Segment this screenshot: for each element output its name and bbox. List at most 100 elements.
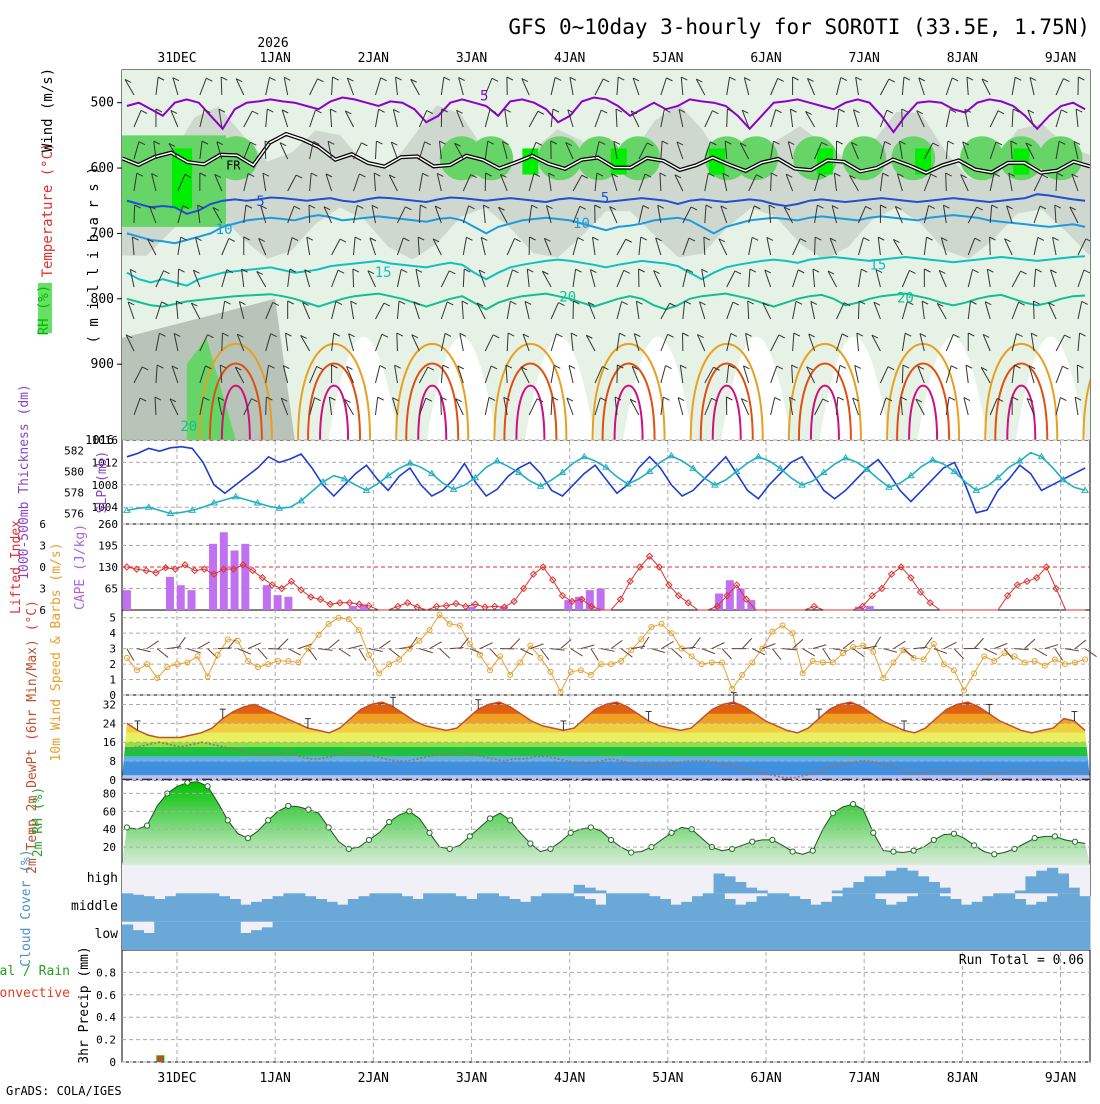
cloud-cell: [724, 922, 735, 950]
cloud-cell: [789, 922, 800, 950]
cloud-cell: [681, 922, 692, 950]
cloud-cell: [1025, 905, 1036, 922]
cloud-cell: [1068, 922, 1079, 950]
cloud-cell: [843, 922, 854, 950]
rh2m-marker: [568, 830, 573, 835]
rh2m-marker: [387, 819, 392, 824]
cloud-cell: [584, 922, 595, 950]
wind-tick-label: 2: [109, 658, 116, 671]
cape-bar: [263, 585, 271, 610]
run-total: Run Total = 0.06: [959, 953, 1084, 968]
y-label-part: Wind (m/s): [40, 68, 56, 152]
cloud-cell: [144, 933, 155, 950]
cloud-cell: [800, 922, 811, 950]
cloud-cell: [1079, 922, 1090, 950]
cape-bar: [349, 606, 357, 610]
wind-barb: [221, 77, 222, 95]
cloud-cell: [993, 922, 1004, 950]
cape-bar: [467, 607, 475, 610]
temp-tick-label: 32: [103, 698, 116, 711]
cloud-cell: [316, 899, 327, 922]
cloud-cell: [230, 899, 241, 922]
cloud-cell: [165, 922, 176, 950]
cloud-cell: [929, 893, 940, 921]
cloud-cell: [154, 899, 165, 922]
cloud-cell: [509, 922, 520, 950]
wind-barb: [1075, 640, 1086, 649]
precip-tick-label: 0: [109, 1056, 116, 1069]
wind-barb: [266, 397, 267, 415]
wind-barb: [934, 649, 947, 654]
cloud-cell: [380, 893, 391, 921]
cloud-cell: [445, 922, 456, 950]
cloud-cell: [821, 922, 832, 950]
cape-bar: [166, 577, 174, 610]
rh-tick-label: 40: [103, 823, 116, 836]
cloud-cell: [1058, 893, 1069, 921]
rh2m-marker: [366, 837, 371, 842]
wind-barb: [944, 642, 956, 648]
cloud-cell: [434, 922, 445, 950]
li-tick-label: 3: [39, 583, 46, 596]
cloud-cell: [1068, 888, 1079, 894]
wind-barb: [591, 649, 598, 661]
cloud-cell: [122, 925, 133, 951]
wind-barb: [419, 649, 432, 653]
wind-barb: [177, 637, 185, 648]
cloud-cell: [165, 896, 176, 922]
cloud-cell: [498, 896, 509, 922]
rh2m-marker: [1032, 836, 1037, 841]
cloud-cell: [1047, 922, 1058, 950]
wind-barb: [258, 649, 267, 660]
y-axis-label: 10m Wind Speed & Barbs (m/s): [49, 542, 64, 761]
wind-barb: [990, 237, 991, 255]
cloud-cell: [875, 876, 886, 893]
cloud-cell: [1079, 896, 1090, 922]
rh2m-marker: [851, 802, 856, 807]
chart-title: GFS 0~10day 3-hourly for SOROTI (33.5E, …: [508, 15, 1090, 39]
wind-barb: [134, 205, 135, 223]
cloud-cell: [187, 922, 198, 950]
wind-barb: [222, 333, 223, 351]
y-axis-label: 3hr Precip (mm): [77, 946, 92, 1063]
rh2m-marker: [629, 850, 634, 855]
li-tick-label: 6: [39, 518, 46, 531]
cloud-cell: [197, 922, 208, 950]
cloud-cell: [896, 868, 907, 894]
rh-tick-label: 60: [103, 805, 116, 818]
rh2m-marker: [487, 816, 492, 821]
panel-frame-1: [122, 440, 1090, 524]
top-date-label: 8JAN: [947, 51, 978, 66]
cloud-cell: [466, 922, 477, 950]
contour-label: 20: [897, 291, 914, 307]
cloud-cell: [348, 922, 359, 950]
rh2m-marker: [508, 818, 513, 823]
precip-bar-conv: [158, 1056, 163, 1062]
cloud-cell: [939, 922, 950, 950]
cloud-cell: [369, 922, 380, 950]
rh2m-marker: [992, 852, 997, 857]
cloud-cell: [402, 896, 413, 922]
wind-barb: [429, 642, 441, 649]
wind-barb: [339, 649, 351, 657]
cloud-cell: [671, 905, 682, 922]
cloud-cell: [628, 922, 639, 950]
rh2m-marker: [205, 784, 210, 789]
cloud-cell: [961, 905, 972, 922]
cloud-cell: [853, 922, 864, 950]
cloud-cell: [703, 922, 714, 950]
bottom-date-label: 2JAN: [358, 1071, 389, 1086]
rh2m-marker: [750, 839, 755, 844]
thickness-tick-label: 582: [64, 445, 84, 458]
wind-barb: [389, 649, 400, 658]
cloud-cell: [1015, 891, 1026, 894]
series-line-slp: [127, 447, 1085, 513]
wind-barb: [712, 642, 725, 648]
cloud-cell: [886, 871, 897, 894]
contour-label: 20: [180, 419, 197, 435]
wind-barb: [1055, 649, 1063, 661]
rh2m-marker: [770, 837, 775, 842]
rh-green-blob: [842, 136, 886, 180]
